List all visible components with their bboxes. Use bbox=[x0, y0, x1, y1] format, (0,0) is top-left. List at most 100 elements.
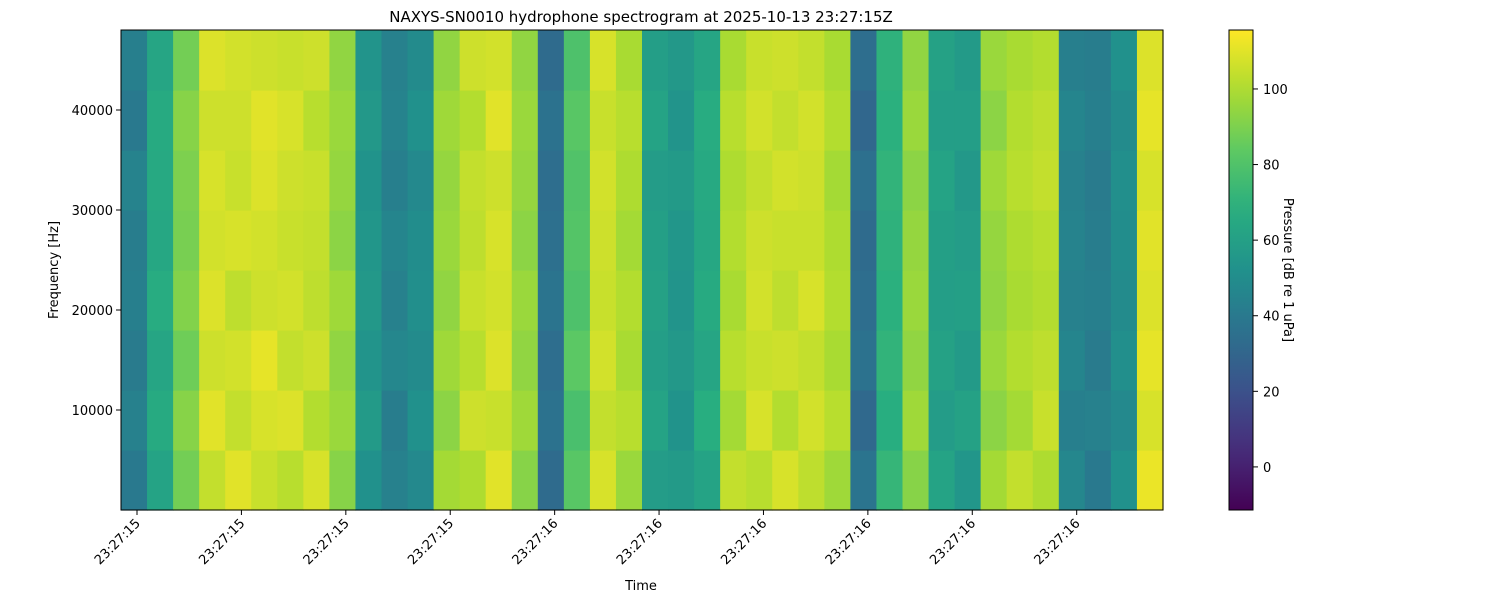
cell bbox=[615, 330, 643, 391]
cell bbox=[772, 30, 799, 91]
cell bbox=[615, 270, 643, 331]
cell bbox=[563, 330, 591, 391]
cell bbox=[511, 90, 539, 151]
cell bbox=[537, 150, 565, 211]
cell bbox=[1006, 210, 1034, 271]
cell bbox=[277, 270, 304, 331]
cell bbox=[746, 210, 773, 271]
cell bbox=[1136, 330, 1164, 391]
cell bbox=[928, 90, 956, 151]
cell bbox=[1084, 210, 1112, 271]
cell bbox=[980, 90, 1008, 151]
cell bbox=[772, 90, 799, 151]
cell bbox=[980, 150, 1008, 211]
cell bbox=[772, 330, 799, 391]
cell bbox=[1006, 90, 1034, 151]
cell bbox=[928, 330, 956, 391]
cell bbox=[642, 150, 669, 211]
cell bbox=[1058, 150, 1086, 211]
cell bbox=[459, 150, 487, 211]
cell bbox=[1006, 330, 1034, 391]
cell bbox=[355, 150, 383, 211]
cell bbox=[1032, 270, 1060, 331]
cell bbox=[563, 390, 591, 451]
cell bbox=[589, 150, 617, 211]
cell bbox=[459, 450, 487, 511]
cell bbox=[407, 270, 435, 331]
cell bbox=[329, 270, 357, 331]
y-tick-label: 10000 bbox=[72, 404, 113, 419]
cell bbox=[433, 330, 461, 391]
cell bbox=[980, 330, 1008, 391]
cell bbox=[199, 450, 226, 511]
cell bbox=[642, 330, 669, 391]
cell bbox=[251, 270, 278, 331]
cell bbox=[824, 30, 851, 91]
colorbar-tick-label: 0 bbox=[1263, 461, 1271, 476]
cell bbox=[668, 90, 695, 151]
cell bbox=[876, 150, 904, 211]
cell bbox=[928, 390, 956, 451]
cell bbox=[563, 30, 591, 91]
cell bbox=[329, 390, 357, 451]
cell bbox=[902, 150, 930, 211]
cell bbox=[746, 450, 773, 511]
cell bbox=[1136, 30, 1164, 91]
cell bbox=[1084, 450, 1112, 511]
cell bbox=[1032, 90, 1060, 151]
cell bbox=[720, 150, 747, 211]
cell bbox=[798, 150, 825, 211]
cell bbox=[381, 30, 409, 91]
cell bbox=[876, 450, 904, 511]
cell bbox=[902, 30, 930, 91]
cell bbox=[303, 30, 330, 91]
cell bbox=[1058, 270, 1086, 331]
cell bbox=[407, 30, 435, 91]
cell bbox=[1110, 30, 1138, 91]
cell bbox=[147, 90, 174, 151]
cell bbox=[407, 390, 435, 451]
cell bbox=[589, 30, 617, 91]
cell bbox=[798, 210, 825, 271]
cell bbox=[329, 30, 357, 91]
cell bbox=[485, 450, 513, 511]
cell bbox=[173, 390, 200, 451]
cell bbox=[954, 390, 982, 451]
x-tick-label: 23:27:16 bbox=[1032, 516, 1084, 568]
cell bbox=[511, 450, 539, 511]
cell bbox=[876, 270, 904, 331]
cell bbox=[668, 390, 695, 451]
cell bbox=[746, 30, 773, 91]
cell bbox=[720, 450, 747, 511]
cell bbox=[720, 270, 747, 331]
cell bbox=[798, 390, 825, 451]
cell bbox=[225, 210, 252, 271]
cell bbox=[303, 150, 330, 211]
colorbar bbox=[1228, 29, 1254, 511]
cell bbox=[355, 390, 383, 451]
cell bbox=[381, 450, 409, 511]
cell bbox=[902, 90, 930, 151]
cell bbox=[329, 210, 357, 271]
cell bbox=[772, 450, 799, 511]
cell bbox=[589, 450, 617, 511]
cell bbox=[954, 90, 982, 151]
cell bbox=[329, 450, 357, 511]
cell bbox=[1032, 390, 1060, 451]
plot-frame bbox=[120, 29, 1164, 511]
cell bbox=[251, 390, 278, 451]
cell bbox=[694, 150, 721, 211]
cell bbox=[642, 390, 669, 451]
cell bbox=[1084, 330, 1112, 391]
cell bbox=[511, 30, 539, 91]
cell bbox=[902, 390, 930, 451]
cell bbox=[407, 90, 435, 151]
cell bbox=[303, 210, 330, 271]
cell bbox=[303, 270, 330, 331]
cell bbox=[954, 150, 982, 211]
cell bbox=[459, 90, 487, 151]
cell bbox=[121, 390, 148, 451]
cell bbox=[355, 210, 383, 271]
cell bbox=[876, 90, 904, 151]
